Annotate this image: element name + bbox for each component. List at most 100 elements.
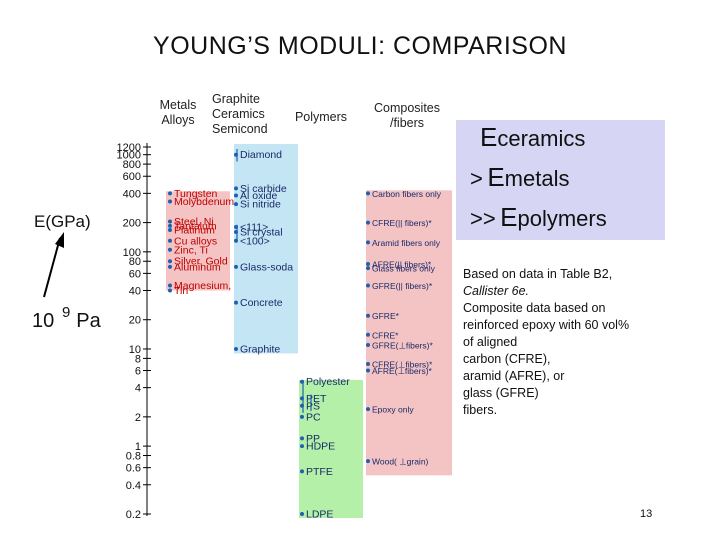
data-point-label: PTFE [306, 466, 333, 478]
metals-header-line: Metals [159, 98, 197, 112]
note-line: glass (GFRE) [463, 386, 539, 400]
data-point-label: LDPE [306, 509, 333, 521]
data-point-label: Tungsten [174, 188, 218, 200]
data-point-label: Molybdenum [174, 196, 234, 208]
data-point-label: Polyester [306, 376, 350, 388]
data-point-label: CFRE(⊥fibers)* [372, 360, 433, 370]
data-point-marker [168, 283, 172, 288]
y-tick-label: 8 [135, 353, 141, 365]
data-point-marker [168, 199, 172, 204]
note-line: aramid (AFRE), or [463, 369, 565, 383]
data-point-label: Zinc, Ti [174, 244, 208, 256]
data-point-label: PC [306, 411, 321, 423]
graphite-header-line: Graphite [212, 92, 260, 106]
data-point-label: Cu alloys [174, 235, 217, 247]
data-point-label: Tin [174, 285, 188, 297]
alloys-header-line: Alloys [161, 113, 195, 127]
y-tick-label: 80 [129, 256, 141, 268]
data-point-marker [366, 261, 370, 266]
data-point-label: Si crystal [240, 227, 283, 239]
y-tick-label: 1200 [117, 142, 141, 154]
y-tick-label: 800 [123, 159, 141, 171]
group-band-0 [166, 191, 230, 291]
slide-title: YOUNG’S MODULI: COMPARISON [153, 32, 567, 60]
y-tick-label: 0.6 [126, 463, 141, 475]
data-point-label: Si carbide [240, 183, 287, 195]
data-point-marker [300, 469, 304, 474]
data-point-label: Graphite [240, 343, 280, 355]
polymers-header: Polymers [294, 110, 348, 124]
data-point-label: GFRE* [372, 311, 400, 321]
y-tick-label: 2 [135, 412, 141, 424]
y-tick-label: 1 [135, 441, 141, 453]
comparison-row-ceramics: Eceramics [480, 122, 585, 153]
y-tick-label: 0.8 [126, 451, 141, 463]
source-note: Based on data in Table B2, Callister 6e.… [463, 266, 663, 419]
y-tick-label: 600 [123, 171, 141, 183]
y-tick-label: 60 [129, 268, 141, 280]
y-tick-label: 40 [129, 285, 141, 297]
y-tick-label: 200 [123, 218, 141, 230]
semicond-header-line: Semicond [212, 122, 268, 136]
data-point-label: <111> [240, 222, 268, 234]
y-axis-unit: 10 Pa [32, 310, 101, 333]
data-point-label: Magnesium, [174, 280, 231, 292]
data-point-label: Wood( ⊥grain) [372, 457, 429, 467]
much-greater-than: >> [470, 206, 496, 231]
data-point-marker [366, 342, 370, 347]
data-point-marker [366, 240, 370, 245]
data-point-marker [366, 459, 370, 464]
data-point-label: Tantalum [174, 220, 217, 232]
e-symbol: E [487, 162, 505, 192]
data-point-label: <100> [240, 235, 270, 247]
greater-than: > [470, 166, 483, 191]
data-point-label: Diamond [240, 149, 282, 161]
e-symbol: E [480, 122, 498, 152]
unit-arrow [43, 237, 61, 298]
data-point-label: HDPE [306, 441, 335, 453]
data-point-marker [168, 259, 172, 264]
data-point-label: AFRE(⊥fibers)* [372, 366, 433, 376]
y-tick-label: 100 [123, 247, 141, 259]
data-point-marker [366, 332, 370, 337]
y-tick-label: 0.4 [126, 480, 141, 492]
composites-header-line: Composites [374, 101, 440, 115]
data-point-marker [366, 368, 370, 373]
comparison-row-polymers: >> Epolymers [470, 202, 607, 233]
data-point-label: CFRE* [372, 330, 399, 340]
data-point-label: Glass fibers only [372, 264, 436, 274]
y-tick-label: 1000 [117, 150, 141, 162]
data-point-label: Epoxy only [372, 405, 414, 415]
data-point-marker [168, 288, 172, 293]
data-point-label: Platinum [174, 224, 215, 236]
data-point-marker [234, 202, 238, 207]
comparison-box: Eceramics > Emetals >> Epolymers [456, 120, 665, 240]
data-point-marker [366, 283, 370, 288]
page-number: 13 [640, 508, 653, 520]
y-tick-label: 6 [135, 366, 141, 378]
data-point-marker [300, 414, 304, 419]
data-point-label: AFRE(|| fibers)* [372, 259, 432, 269]
data-point-marker [168, 264, 172, 269]
data-point-marker [300, 444, 304, 449]
comparison-row-metals: > Emetals [470, 162, 569, 193]
data-point-label: Silver, Gold [174, 256, 228, 268]
data-point-label: GFRE(|| fibers)* [372, 281, 433, 291]
group-band-3 [366, 190, 452, 476]
data-point-marker [168, 223, 172, 228]
data-point-marker [168, 247, 172, 252]
data-point-marker [366, 220, 370, 225]
y-tick-label: 4 [135, 383, 141, 395]
unit-arrow-head [55, 232, 64, 248]
metals-subscript: metals [504, 166, 570, 191]
data-point-marker [168, 238, 172, 243]
note-line: of aligned [463, 335, 518, 349]
data-point-marker [300, 436, 304, 441]
data-point-marker [234, 346, 238, 351]
data-point-label: PP [306, 433, 320, 445]
data-point-label: GFRE(⊥fibers)* [372, 340, 433, 350]
y-tick-label: 400 [123, 188, 141, 200]
unit-suffix: Pa [76, 310, 101, 332]
graphite-ceramics-header: Graphite Ceramics Semicond [212, 92, 288, 137]
